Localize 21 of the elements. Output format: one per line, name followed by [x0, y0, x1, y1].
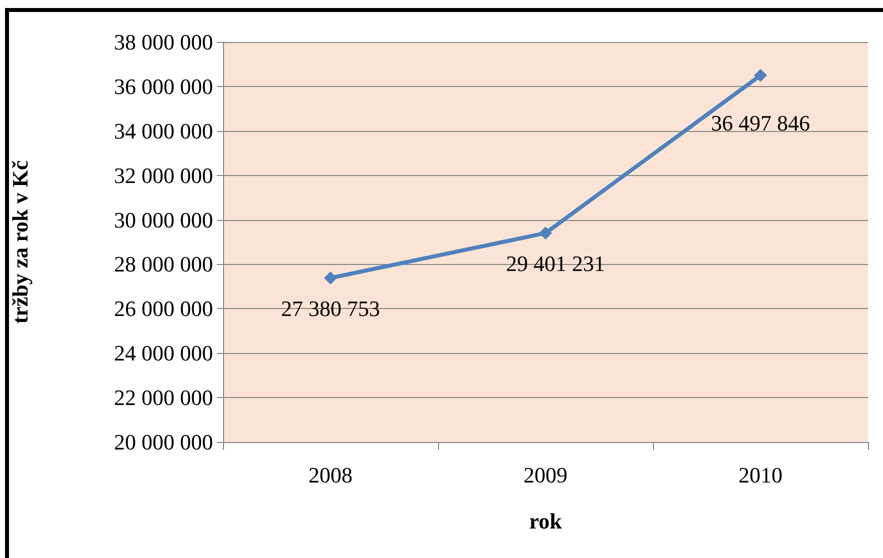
y-tick-label: 36 000 000 — [114, 74, 213, 99]
x-axis-title: rok — [529, 508, 563, 534]
y-tick-label: 20 000 000 — [114, 430, 213, 454]
data-label: 36 497 846 — [711, 110, 810, 136]
y-tick-label: 30 000 000 — [114, 207, 213, 232]
x-tick-label: 2009 — [524, 462, 568, 488]
y-tick-label: 32 000 000 — [114, 162, 213, 188]
point — [539, 226, 552, 240]
y-tick-label: 22 000 000 — [114, 385, 213, 410]
x-tick-label: 2008 — [308, 462, 352, 488]
y-tick-label: 38 000 000 — [114, 30, 213, 54]
x-tick-label: 2010 — [738, 462, 782, 488]
y-axis-title: tržby za rok v Kč — [8, 160, 32, 324]
y-tick-label: 24 000 000 — [114, 340, 213, 366]
point — [324, 271, 337, 284]
y-tick-label: 26 000 000 — [114, 296, 213, 322]
y-tick-label: 34 000 000 — [114, 118, 213, 144]
data-label: 29 401 231 — [506, 251, 605, 276]
y-tick-label: 28 000 000 — [114, 252, 213, 277]
data-label: 27 380 753 — [281, 296, 380, 321]
point — [754, 68, 767, 82]
